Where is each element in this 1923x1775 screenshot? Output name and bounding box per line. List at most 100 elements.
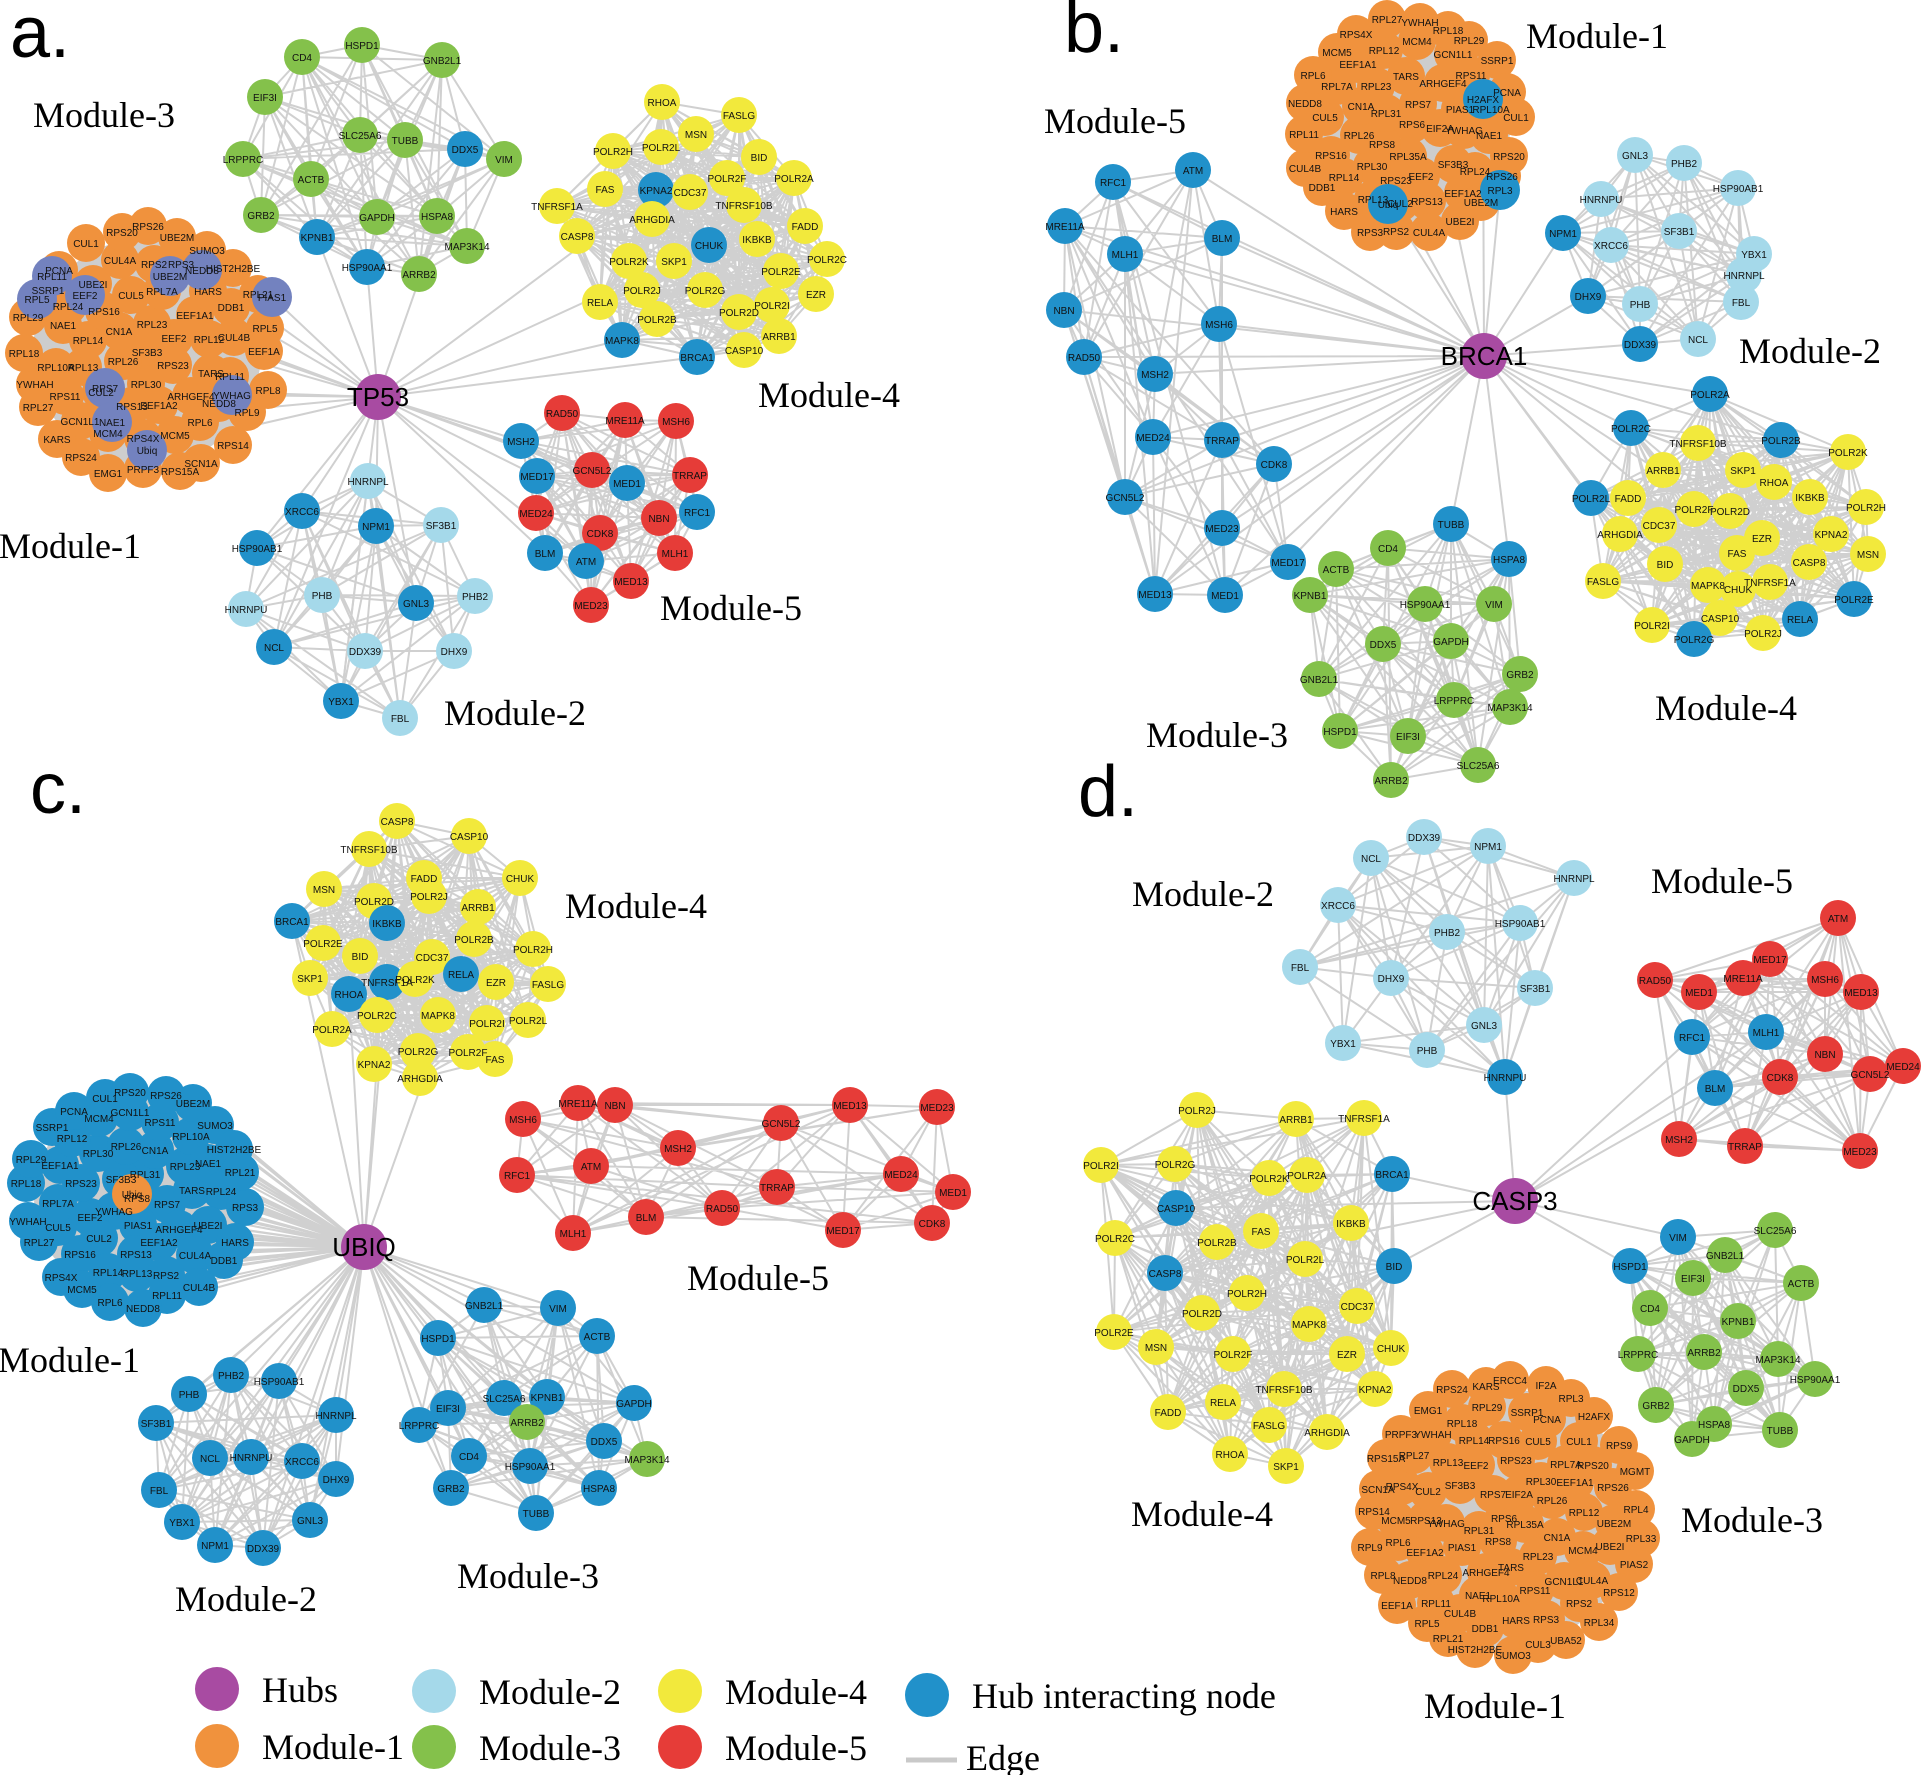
svg-text:SF3B3: SF3B3 <box>1445 1481 1476 1492</box>
svg-text:TARS: TARS <box>179 1186 205 1197</box>
svg-text:RPS16: RPS16 <box>88 307 120 318</box>
svg-text:MED17: MED17 <box>1271 558 1305 569</box>
svg-text:RPS26: RPS26 <box>1597 1483 1629 1494</box>
svg-text:GNB2L1: GNB2L1 <box>465 1301 504 1312</box>
svg-text:DHX9: DHX9 <box>323 1475 350 1486</box>
svg-text:MCM4: MCM4 <box>93 429 123 440</box>
svg-text:DHX9: DHX9 <box>1378 974 1405 985</box>
svg-text:YWHAG: YWHAG <box>213 391 251 402</box>
svg-text:RPL26: RPL26 <box>108 357 139 368</box>
svg-text:KPNA2: KPNA2 <box>358 1060 391 1071</box>
svg-text:CHUK: CHUK <box>506 874 535 885</box>
svg-text:RPS26: RPS26 <box>1486 172 1518 183</box>
svg-text:GCN1L1: GCN1L1 <box>111 1108 150 1119</box>
svg-text:FBL: FBL <box>1732 298 1751 309</box>
svg-text:RPS20: RPS20 <box>1577 1461 1609 1472</box>
svg-text:ARRB1: ARRB1 <box>1646 466 1680 477</box>
svg-text:Module-1: Module-1 <box>1424 1686 1566 1726</box>
svg-text:HSP90AA1: HSP90AA1 <box>1400 600 1451 611</box>
svg-text:SLC25A6: SLC25A6 <box>339 131 382 142</box>
svg-text:MAP3K14: MAP3K14 <box>1487 703 1532 714</box>
svg-text:CUL2: CUL2 <box>88 388 114 399</box>
svg-text:LRPPRC: LRPPRC <box>1434 696 1475 707</box>
svg-text:YBX1: YBX1 <box>1741 250 1767 261</box>
svg-text:SKP1: SKP1 <box>1730 466 1756 477</box>
svg-text:POLR2K: POLR2K <box>1828 448 1868 459</box>
svg-text:RPS3: RPS3 <box>1533 1615 1560 1626</box>
svg-text:CUL4B: CUL4B <box>218 333 251 344</box>
svg-text:CN1A: CN1A <box>1544 1533 1571 1544</box>
svg-text:DDB1: DDB1 <box>1309 183 1336 194</box>
svg-text:DDX39: DDX39 <box>349 647 382 658</box>
svg-text:RPS24: RPS24 <box>65 453 97 464</box>
svg-text:NCL: NCL <box>200 1454 220 1465</box>
svg-text:CDC37: CDC37 <box>1341 1302 1374 1313</box>
svg-text:H2AFX: H2AFX <box>1578 1412 1611 1423</box>
svg-text:RPL21: RPL21 <box>243 290 274 301</box>
svg-text:TUBB: TUBB <box>1767 1426 1794 1437</box>
svg-text:EEF1A2: EEF1A2 <box>1444 189 1482 200</box>
svg-text:POLR2F: POLR2F <box>1675 505 1714 516</box>
svg-text:DDB1: DDB1 <box>218 303 245 314</box>
svg-text:Module-5: Module-5 <box>687 1258 829 1298</box>
svg-text:HSP90AB1: HSP90AB1 <box>1495 919 1546 930</box>
svg-text:PHB2: PHB2 <box>462 592 489 603</box>
svg-text:Ubiq: Ubiq <box>122 1190 143 1201</box>
svg-text:ACTB: ACTB <box>298 175 325 186</box>
svg-text:RPL26: RPL26 <box>111 1142 142 1153</box>
svg-text:ARHGEF4: ARHGEF4 <box>155 1225 203 1236</box>
svg-text:HSP90AB1: HSP90AB1 <box>1713 184 1764 195</box>
svg-text:TARS: TARS <box>1393 72 1419 83</box>
svg-text:HIST2H2BE: HIST2H2BE <box>1448 1645 1503 1656</box>
svg-text:POLR2A: POLR2A <box>1690 390 1730 401</box>
svg-text:RPS13: RPS13 <box>120 1250 152 1261</box>
svg-text:Module-1: Module-1 <box>262 1727 404 1767</box>
svg-text:DDX39: DDX39 <box>247 1544 280 1555</box>
svg-text:SF3B3: SF3B3 <box>1438 160 1469 171</box>
svg-text:RPL30: RPL30 <box>1357 162 1388 173</box>
svg-text:XRCC6: XRCC6 <box>285 1457 319 1468</box>
svg-text:EEF1A2: EEF1A2 <box>140 1238 178 1249</box>
svg-text:XRCC6: XRCC6 <box>1321 901 1355 912</box>
svg-text:UBIQ: UBIQ <box>332 1232 396 1262</box>
svg-text:RPL12: RPL12 <box>1569 1508 1600 1519</box>
svg-text:CUL4A: CUL4A <box>104 256 137 267</box>
svg-text:EIF3I: EIF3I <box>436 1404 460 1415</box>
svg-text:RAD50: RAD50 <box>706 1204 739 1215</box>
svg-text:RPL30: RPL30 <box>1526 1477 1557 1488</box>
svg-text:GCN1L1: GCN1L1 <box>1434 50 1473 61</box>
svg-text:MSH6: MSH6 <box>662 417 690 428</box>
svg-text:BLM: BLM <box>1212 234 1233 245</box>
svg-text:BID: BID <box>1657 560 1674 571</box>
svg-text:a.: a. <box>10 0 70 73</box>
svg-text:NAE1: NAE1 <box>50 321 77 332</box>
svg-text:ARHGDIA: ARHGDIA <box>397 1074 443 1085</box>
svg-text:LRPPRC: LRPPRC <box>399 1421 440 1432</box>
svg-text:GNL3: GNL3 <box>1471 1021 1498 1032</box>
svg-text:RPS26: RPS26 <box>132 222 164 233</box>
svg-text:YWHAH: YWHAH <box>16 380 53 391</box>
svg-text:HARS: HARS <box>1330 207 1358 218</box>
svg-text:RPL27: RPL27 <box>1372 15 1403 26</box>
svg-text:MCM4: MCM4 <box>1568 1546 1598 1557</box>
svg-text:RPS7: RPS7 <box>1405 100 1432 111</box>
svg-text:RFC1: RFC1 <box>1100 178 1127 189</box>
svg-text:RPL11: RPL11 <box>37 272 67 283</box>
svg-text:EZR: EZR <box>1752 534 1772 545</box>
svg-text:CN1A: CN1A <box>106 327 133 338</box>
svg-text:NBN: NBN <box>648 514 669 525</box>
svg-text:BRCA1: BRCA1 <box>275 917 309 928</box>
svg-text:KPNB1: KPNB1 <box>531 1393 564 1404</box>
svg-text:RPS8: RPS8 <box>124 1194 151 1205</box>
svg-text:HSPD1: HSPD1 <box>345 41 379 52</box>
svg-text:MAPK8: MAPK8 <box>1292 1320 1326 1331</box>
svg-text:TNFRSF10B: TNFRSF10B <box>1669 439 1727 450</box>
svg-text:TNFRSF10B: TNFRSF10B <box>1255 1385 1313 1396</box>
svg-text:TARS: TARS <box>1498 1563 1524 1574</box>
svg-text:GNB2L1: GNB2L1 <box>423 56 462 67</box>
svg-text:Module-1: Module-1 <box>1526 16 1668 56</box>
svg-text:DHX9: DHX9 <box>441 647 468 658</box>
svg-text:POLR2L: POLR2L <box>642 143 681 154</box>
svg-text:RPS11: RPS11 <box>50 392 81 403</box>
svg-text:Module-3: Module-3 <box>1681 1500 1823 1540</box>
